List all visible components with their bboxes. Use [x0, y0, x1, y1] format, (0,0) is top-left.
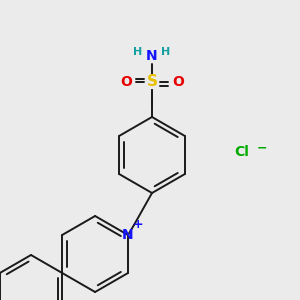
Text: −: − — [257, 142, 267, 154]
Text: H: H — [161, 47, 171, 57]
Text: N: N — [122, 228, 134, 242]
Text: Cl: Cl — [235, 145, 249, 159]
Text: H: H — [134, 47, 142, 57]
Text: O: O — [120, 75, 132, 89]
Text: S: S — [146, 74, 158, 89]
Text: O: O — [172, 75, 184, 89]
Text: +: + — [133, 218, 143, 232]
Text: N: N — [146, 49, 158, 63]
